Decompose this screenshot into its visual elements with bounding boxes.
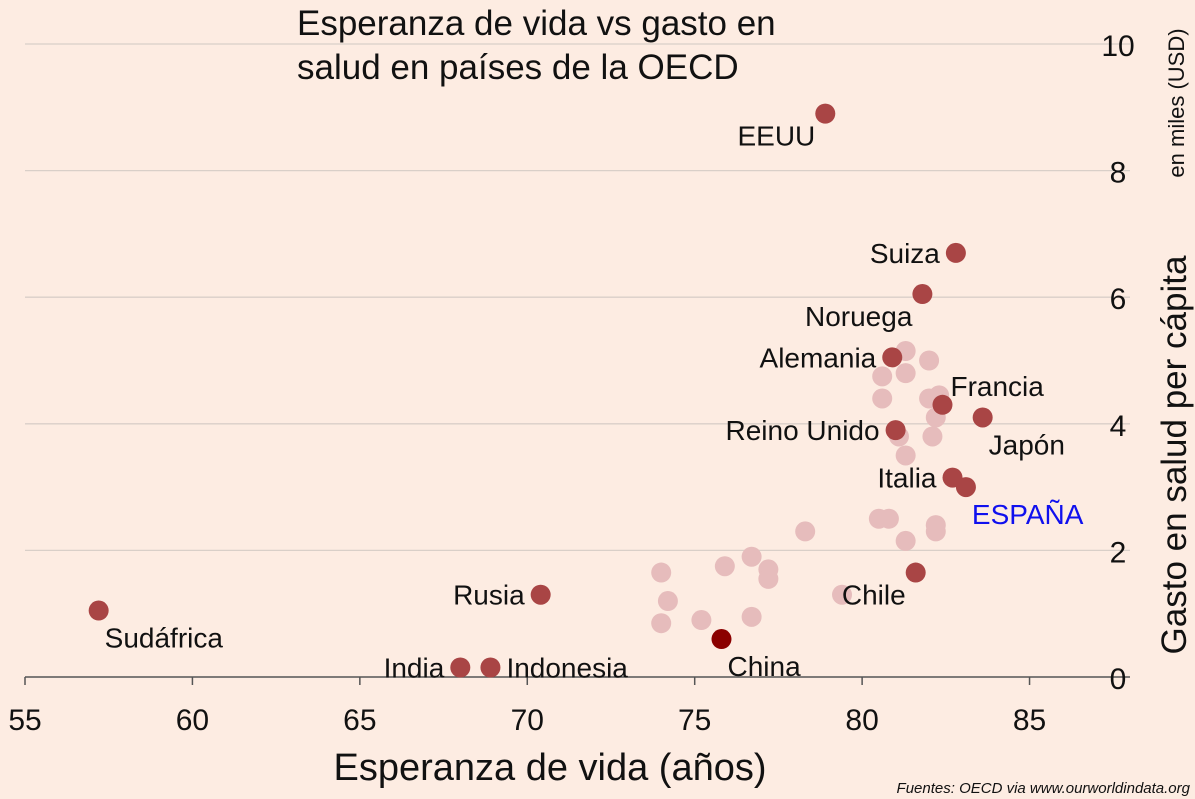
y-tick-label-2: 2 [1110,536,1127,569]
other-countries-points [651,341,950,634]
point-indonesia [480,657,501,678]
point-other-13 [895,530,916,551]
label-espana: ESPAÑA [972,499,1084,530]
point-other-15 [925,521,946,542]
label-noruega: Noruega [805,301,913,332]
label-francia: Francia [950,371,1044,402]
point-noruega [912,284,933,305]
point-other-2 [651,613,672,634]
label-sudafrica: Sudáfrica [105,623,224,654]
y-tick-label-6: 6 [1110,283,1127,316]
x-axis-ticks: 55 60 65 70 75 80 85 [8,677,1046,737]
label-indonesia: Indonesia [506,653,628,684]
chart-title-line-2: salud en países de la OECD [297,48,739,87]
point-japon [972,407,993,428]
point-other-24 [895,363,916,384]
point-other-5 [741,546,762,567]
point-other-21 [872,388,893,409]
label-china: China [727,651,801,682]
x-tick-label-60: 60 [176,704,209,737]
point-chile [905,562,926,583]
label-alemania: Alemania [760,342,877,373]
point-suiza [945,242,966,263]
label-japon: Japón [989,429,1065,460]
y-tick-label-10: 10 [1101,30,1134,63]
x-tick-label-85: 85 [1013,704,1046,737]
labeled-countries-points [88,103,993,678]
x-tick-label-65: 65 [343,704,376,737]
point-other-17 [922,426,943,447]
y-axis-label: Gasto en salud per cápita [1155,255,1194,654]
x-tick-label-55: 55 [8,704,41,737]
point-other-16 [895,445,916,466]
label-rusia: Rusia [453,580,525,611]
x-tick-label-75: 75 [678,704,711,737]
y-axis-ticks: 0 2 4 6 8 10 [1101,30,1134,696]
point-other-1 [657,591,678,612]
point-india [450,657,471,678]
point-other-3 [691,610,712,631]
point-other-4 [714,556,735,577]
x-tick-label-80: 80 [845,704,878,737]
point-other-23 [872,366,893,387]
label-eeuu: EEUU [737,121,815,152]
point-reino-unido [885,420,906,441]
y-tick-label-8: 8 [1110,157,1127,190]
point-rusia [530,584,551,605]
point-francia [932,394,953,415]
point-espana [955,477,976,498]
y-tick-label-4: 4 [1110,410,1127,443]
label-italia: Italia [877,463,937,494]
point-other-10 [832,584,853,605]
y-axis-unit: en miles (USD) [1164,28,1189,177]
label-suiza: Suiza [870,238,940,269]
label-reino-unido: Reino Unido [725,415,879,446]
y-tick-label-0: 0 [1110,663,1127,696]
label-india: India [384,653,445,684]
country-labels: EEUU Suiza Noruega Alemania Francia Japón Rein… [105,121,1084,684]
point-china [711,629,732,650]
point-eeuu [815,103,836,124]
label-chile: Chile [842,580,906,611]
point-other-9 [795,521,816,542]
point-other-8 [758,568,779,589]
point-other-12 [878,508,899,529]
point-other-6 [741,606,762,627]
gridlines [25,43,1130,552]
point-sudafrica [88,600,109,621]
point-alemania [882,347,903,368]
point-other-0 [651,562,672,583]
x-tick-label-70: 70 [511,704,544,737]
point-other-25 [919,350,940,371]
x-axis-label: Esperanza de vida (años) [333,747,766,789]
chart-title-line-1: Esperanza de vida vs gasto en [297,4,776,43]
source-note: Fuentes: OECD via www.ourworldindata.org [897,780,1191,797]
